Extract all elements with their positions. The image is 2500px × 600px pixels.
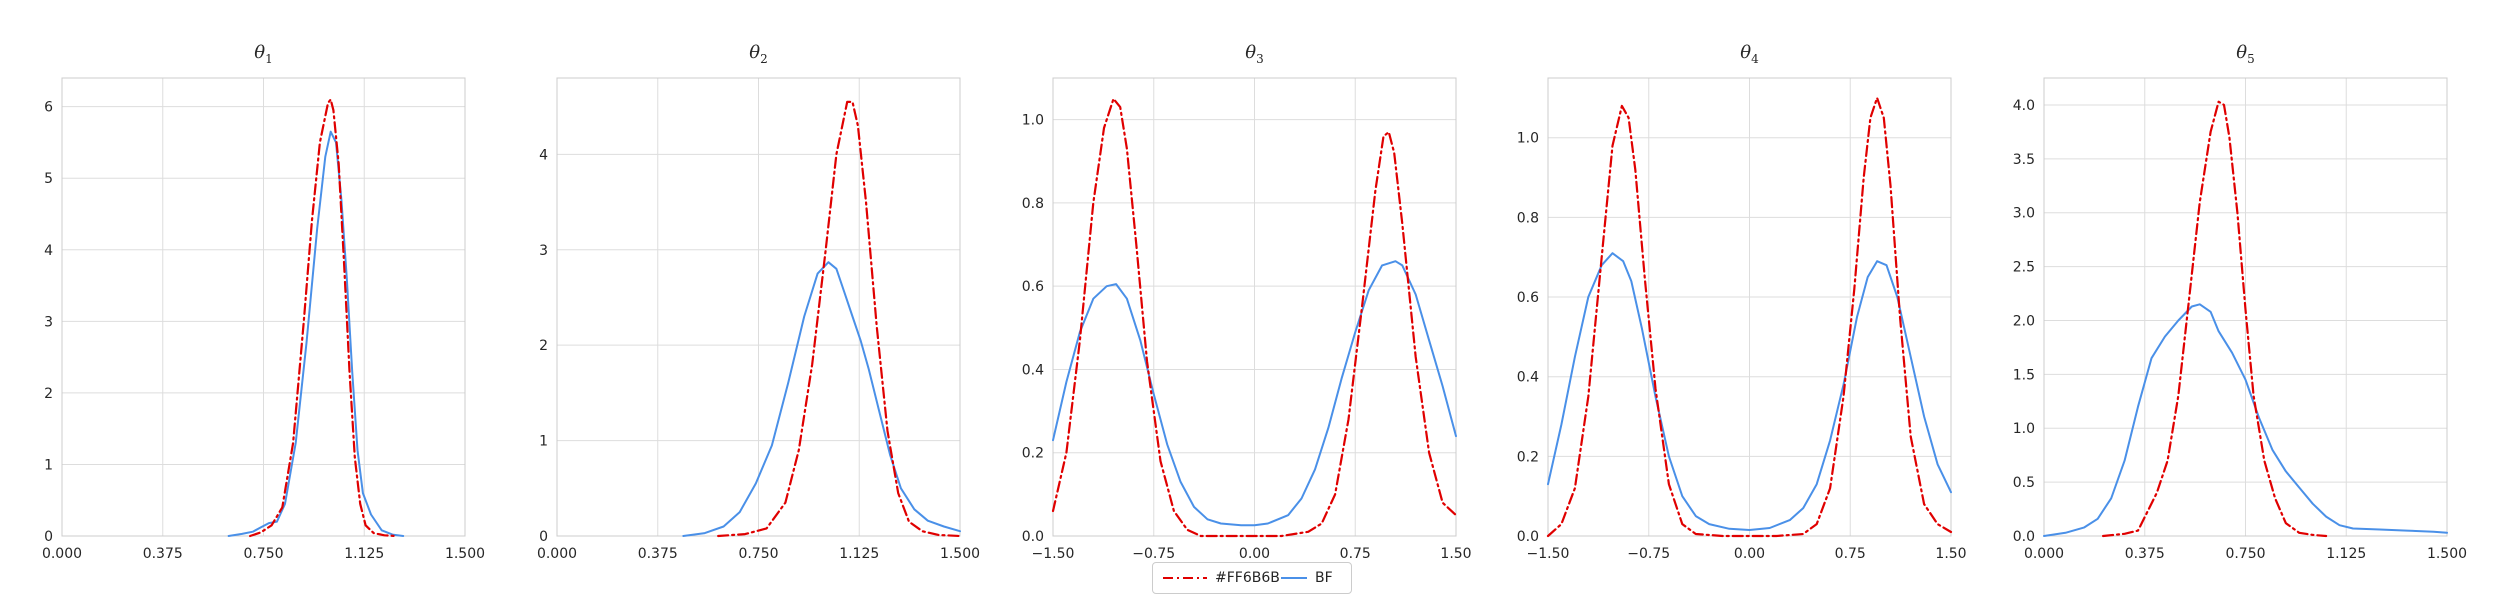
x-tick-label: 0.375 [143,546,183,562]
x-tick-label: 1.500 [940,546,980,562]
series-line-bf [1547,252,1952,531]
x-tick-label: 1.500 [2427,546,2467,562]
y-tick-label: 2.0 [2013,313,2035,329]
axes-frame [2043,77,2448,537]
series-line-ff6b6b [249,98,397,538]
x-tick-label: −1.50 [1032,546,1075,562]
legend-item-ff6b6b: #FF6B6B [1163,563,1280,593]
y-tick-label: 2 [539,338,548,354]
axes-frame [556,77,961,537]
x-tick-label: 1.50 [1935,546,1966,562]
x-tick-label: 1.125 [839,546,879,562]
y-tick-label: 4 [539,147,548,163]
legend-label-bf: BF [1315,570,1333,586]
y-tick-label: 5 [44,171,53,187]
series-line-ff6b6b [717,100,962,538]
x-tick-label: 0.00 [1239,546,1270,562]
y-tick-label: 4 [44,243,53,259]
y-tick-label: 0.6 [1022,279,1044,295]
y-tick-label: 0 [44,529,53,545]
series-line-bf [682,261,961,537]
y-tick-label: 0.5 [2013,475,2035,491]
y-tick-label: 0.8 [1022,196,1044,212]
y-tick-label: 0.0 [1022,529,1044,545]
x-tick-label: 0.750 [243,546,283,562]
x-tick-label: 1.125 [344,546,384,562]
y-tick-label: 1.0 [1517,131,1539,147]
y-tick-label: 0.6 [1517,290,1539,306]
series-line-bf [2043,303,2448,537]
y-tick-label: 1.0 [1022,113,1044,129]
series-line-ff6b6b [1546,96,1953,538]
x-tick-label: 1.50 [1440,546,1471,562]
x-tick-label: 0.00 [1734,546,1765,562]
x-tick-label: 1.500 [445,546,485,562]
x-tick-label: 1.125 [2326,546,2366,562]
y-tick-label: 0.2 [1517,449,1539,465]
legend-swatch-dashdot [1163,577,1207,579]
x-tick-label: 0.000 [42,546,82,562]
x-tick-label: −0.75 [1132,546,1175,562]
x-tick-label: −1.50 [1527,546,1570,562]
y-tick-label: 4.0 [2013,98,2035,114]
series-line-bf [1052,260,1457,527]
x-tick-label: 0.750 [2225,546,2265,562]
y-tick-label: 3.5 [2013,152,2035,168]
series-line-ff6b6b [2102,100,2328,538]
x-tick-label: −0.75 [1627,546,1670,562]
y-tick-label: 1.5 [2013,367,2035,383]
y-tick-label: 2 [44,386,53,402]
y-tick-label: 1 [44,457,53,473]
legend-label-ff6b6b: #FF6B6B [1215,570,1280,586]
chart-panel-2: 0.000 0.375 0.750 1.125 1.500 0 1 2 3 4 θ2 [537,42,980,562]
chart-title: θ2 [749,42,767,66]
chart-panel-5: 0.000 0.375 0.750 1.125 1.500 0.0 0.5 1.0 1.5 2.0… [2013,42,2467,562]
legend-item-bf: BF [1281,563,1333,593]
y-tick-label: 0.0 [1517,529,1539,545]
y-tick-label: 0.2 [1022,446,1044,462]
x-tick-label: 0.375 [638,546,678,562]
chart-panel-4: −1.50 −0.75 0.00 0.75 1.50 0.0 0.2 0.4 0.6 0.8 1.0… [1517,42,1967,562]
y-tick-label: 0.4 [1517,370,1539,386]
legend: #FF6B6B BF [1152,562,1352,594]
x-tick-label: 0.75 [1835,546,1866,562]
y-tick-label: 0.4 [1022,362,1044,378]
chart-panel-1: 0.000 0.375 0.750 1.125 1.500 0 1 2 3 4 5 6 θ1 [42,42,485,562]
y-tick-label: 6 [44,100,53,116]
y-tick-label: 2.5 [2013,260,2035,276]
x-tick-label: 0.000 [537,546,577,562]
x-tick-label: 0.75 [1340,546,1371,562]
series-line-bf [227,130,405,537]
chart-title: θ3 [1245,42,1263,66]
axes-frame [61,77,466,537]
chart-title: θ1 [254,42,272,66]
x-tick-label: 0.750 [738,546,778,562]
y-tick-label: 0.8 [1517,210,1539,226]
chart-panel-3: −1.50 −0.75 0.00 0.75 1.50 0.0 0.2 0.4 0.6 0.8 1.0… [1022,42,1472,562]
y-tick-label: 3.0 [2013,206,2035,222]
y-tick-label: 0 [539,529,548,545]
x-tick-label: 0.000 [2024,546,2064,562]
y-tick-label: 1 [539,434,548,450]
chart-title: θ5 [2236,42,2254,66]
y-tick-label: 3 [44,314,53,330]
y-tick-label: 1.0 [2013,421,2035,437]
chart-title: θ4 [1740,42,1759,66]
y-tick-label: 0.0 [2013,529,2035,545]
y-tick-label: 3 [539,243,548,259]
series-line-ff6b6b [1051,97,1458,538]
legend-swatch-solid [1281,577,1307,579]
x-tick-label: 0.375 [2125,546,2165,562]
